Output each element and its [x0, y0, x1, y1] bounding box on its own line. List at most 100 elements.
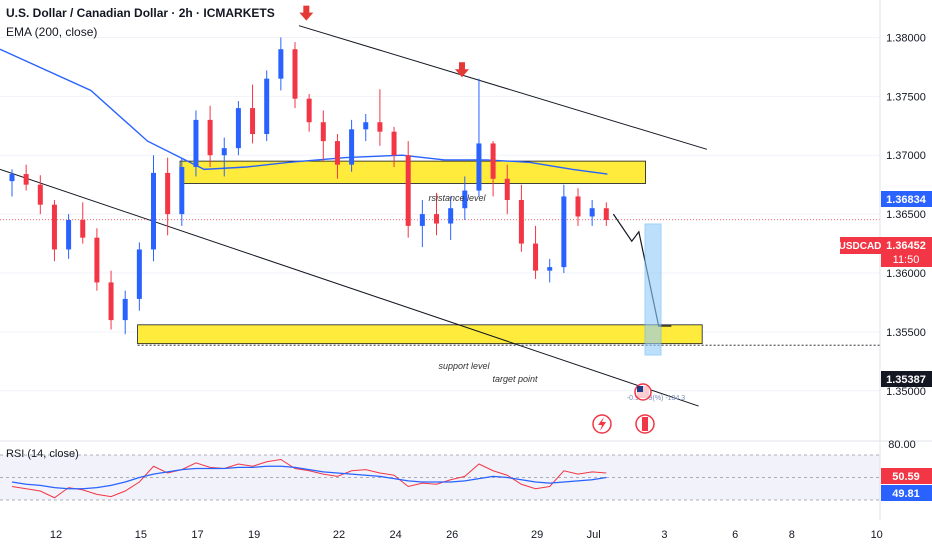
target-price-tag: [881, 371, 932, 387]
rsi-upper-level-label: 80.00: [888, 439, 916, 451]
candle-body: [334, 141, 340, 165]
candle: [589, 199, 595, 226]
candle-body: [462, 190, 468, 209]
target-point-label: target point: [492, 374, 538, 384]
x-tick-label: 19: [248, 529, 260, 541]
candle-body: [363, 122, 369, 130]
target-price-tag-text: 1.35387: [886, 374, 926, 386]
candle-body: [94, 237, 100, 283]
candle-body: [80, 220, 86, 238]
candle-body: [589, 208, 595, 217]
y-tick-label: 1.36000: [886, 268, 926, 280]
candle-body: [37, 184, 43, 205]
x-tick-label: 3: [661, 529, 667, 541]
candle-body: [504, 178, 510, 200]
x-tick-label: 12: [50, 529, 62, 541]
candle: [235, 101, 241, 156]
grid-layer: [0, 36, 880, 392]
candle-body: [603, 208, 609, 220]
candle: [320, 110, 326, 162]
ema-layer: [0, 48, 608, 175]
rsi-line: [11, 458, 607, 499]
candle: [122, 290, 128, 335]
ema-price-tag-text: 1.36834: [886, 194, 927, 206]
candle-body: [575, 196, 581, 217]
rsi-ma-value-tag: [881, 485, 932, 501]
rsi-layer: [11, 458, 607, 499]
candle-body: [193, 119, 199, 167]
candle-body: [250, 108, 256, 135]
y-tick-label: 1.38000: [886, 32, 926, 44]
symbol-tag-text: USDCAD: [839, 241, 882, 252]
candle: [136, 242, 142, 311]
candle: [221, 137, 227, 177]
x-tick-label: 29: [531, 529, 543, 541]
arrow-shaft: [303, 5, 310, 14]
candle-body: [235, 108, 241, 149]
candle: [334, 134, 340, 179]
symbol-tag: [840, 237, 881, 254]
candle: [193, 110, 199, 177]
candle-body: [207, 119, 213, 156]
candle-body: [306, 98, 312, 123]
candle: [23, 164, 29, 191]
chart-title: U.S. Dollar / Canadian Dollar · 2h · ICM…: [6, 6, 275, 20]
arrow-head: [299, 12, 314, 21]
y-tick-label: 1.35000: [886, 386, 926, 398]
candle: [80, 202, 86, 244]
candle: [94, 228, 100, 291]
lightning-event-icon[interactable]: [592, 414, 612, 434]
candle: [250, 84, 256, 144]
candle: [391, 126, 397, 167]
projection-path: [612, 213, 672, 327]
canada-flag-event-icon[interactable]: [635, 414, 655, 434]
candle-body: [448, 208, 454, 224]
candle-body: [66, 220, 72, 250]
x-tick-label: 15: [135, 529, 147, 541]
candle: [405, 141, 411, 238]
ema-indicator-label[interactable]: EMA (200, close): [6, 25, 98, 39]
rsi-ma-value-tag-text: 49.81: [892, 488, 920, 500]
candle-body: [122, 298, 128, 321]
y-tick-label: 1.37500: [886, 91, 926, 103]
candle-body: [221, 148, 227, 156]
candle: [151, 155, 156, 262]
candle: [37, 175, 43, 215]
last-price-tag-text: 1.36452: [886, 240, 926, 252]
x-tick-label: 8: [789, 529, 795, 541]
x-tick-label: 22: [333, 529, 345, 541]
candle: [476, 78, 482, 197]
rsi-value-tag: [881, 468, 932, 484]
candle-body: [377, 122, 383, 132]
candle-body: [108, 282, 114, 321]
us-flag-event-icon[interactable]: [634, 383, 652, 401]
y-tick-label: 1.35500: [886, 327, 926, 339]
candle: [207, 105, 213, 167]
resistance-zone: [179, 160, 646, 184]
down-arrow-icon: [454, 62, 469, 78]
x-tick-label: 17: [191, 529, 203, 541]
candle: [533, 225, 539, 279]
candle: [264, 70, 270, 142]
bar-countdown-text: 11:50: [893, 254, 920, 266]
candle-body: [264, 78, 270, 135]
last-price-tag: [881, 237, 932, 267]
rsi-ma-line: [11, 465, 607, 490]
rsi-indicator-label[interactable]: RSI (14, close): [6, 448, 79, 460]
candle-body: [151, 172, 156, 250]
candle: [462, 176, 468, 220]
channel-layer: [0, 25, 708, 407]
candle: [377, 89, 383, 146]
candle-body: [9, 174, 15, 182]
candle-body: [547, 267, 553, 271]
candle-body: [419, 214, 425, 226]
x-tick-label: 10: [871, 529, 883, 541]
candle-body: [391, 131, 397, 156]
y-tick-label: 1.36500: [886, 209, 926, 221]
measure-readout: -0.9 ... 9(%) -134.3: [627, 395, 685, 402]
candle: [419, 199, 425, 248]
channel-upper-line: [298, 25, 708, 150]
candle: [575, 188, 581, 226]
candle: [490, 141, 496, 197]
